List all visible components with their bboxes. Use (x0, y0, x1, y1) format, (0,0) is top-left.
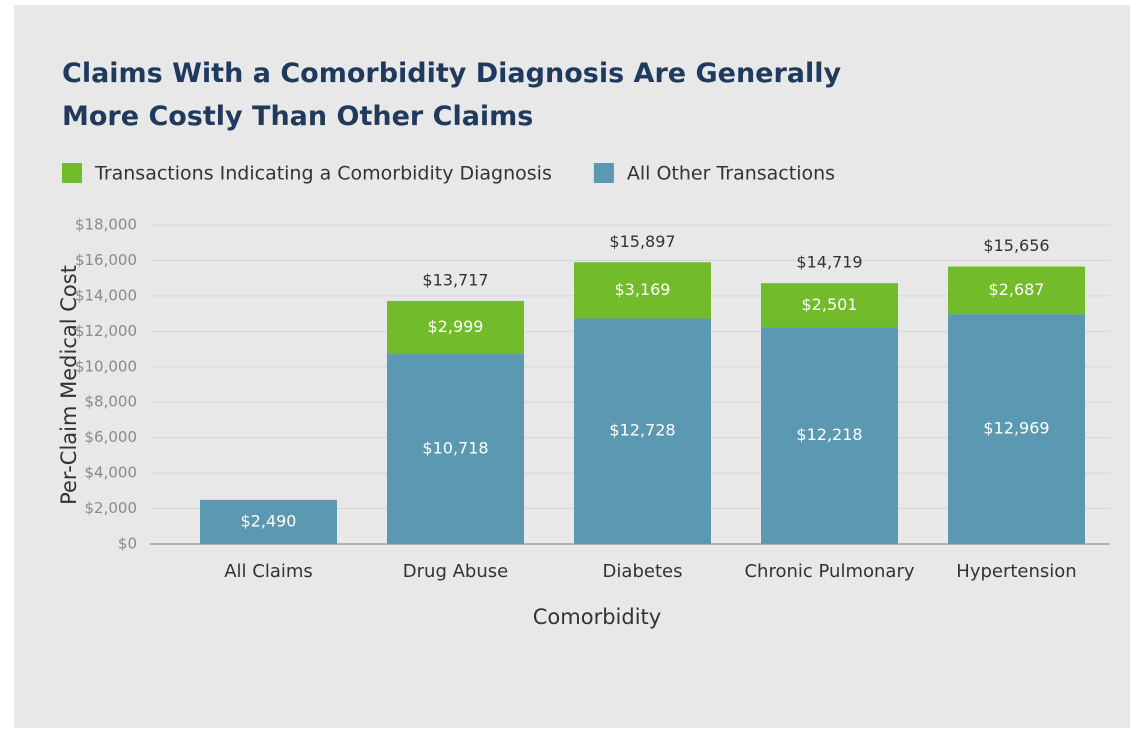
data-label: $12,969 (983, 419, 1049, 438)
y-tick-label: $16,000 (75, 251, 137, 269)
data-label: $2,687 (989, 280, 1045, 299)
y-tick-label: $4,000 (85, 464, 138, 482)
bar-segment (574, 318, 711, 544)
total-label: $15,656 (983, 236, 1049, 255)
y-tick-label: $8,000 (85, 393, 138, 411)
total-label: $15,897 (609, 232, 675, 251)
y-tick-label: $10,000 (75, 357, 137, 375)
data-label: $2,501 (802, 295, 858, 314)
y-tick-label: $18,000 (75, 216, 137, 234)
y-tick-label: $2,000 (85, 499, 138, 517)
legend-swatch (62, 163, 82, 183)
y-tick-label: $6,000 (85, 428, 138, 446)
legend-swatch (593, 163, 614, 183)
bar-segment (387, 300, 524, 355)
bar-segment (387, 354, 524, 544)
y-tick-label: $12,000 (75, 322, 137, 340)
data-label: $2,490 (241, 511, 297, 530)
bar-segment (574, 262, 711, 319)
bar-segment (761, 327, 898, 544)
total-label: $14,719 (796, 253, 862, 272)
x-tick-label: Hypertension (956, 561, 1076, 582)
x-axis-title: Comorbidity (533, 605, 661, 629)
data-label: $3,169 (615, 280, 671, 299)
bar-segment (948, 266, 1085, 315)
y-axis-title: Per-Claim Medical Cost (57, 265, 81, 505)
bar-segment (948, 314, 1085, 544)
bar-segment (200, 499, 337, 544)
legend-label: All Other Transactions (627, 163, 835, 185)
x-tick-label: Drug Abuse (403, 561, 508, 582)
y-tick-label: $14,000 (75, 286, 137, 304)
x-tick-label: Chronic Pulmonary (744, 561, 914, 582)
data-label: $12,218 (796, 425, 862, 444)
legend-label: Transactions Indicating a Comorbidity Di… (94, 163, 552, 185)
data-label: $2,999 (428, 317, 484, 336)
bar-segment (761, 283, 898, 328)
total-label: $13,717 (422, 270, 488, 289)
x-tick-label: Diabetes (603, 561, 683, 582)
x-tick-label: All Claims (224, 561, 313, 582)
chart-title: Claims With a Comorbidity Diagnosis Are … (62, 58, 842, 132)
data-label: $10,718 (422, 439, 488, 458)
y-tick-label: $0 (118, 535, 137, 553)
data-label: $12,728 (609, 421, 675, 440)
